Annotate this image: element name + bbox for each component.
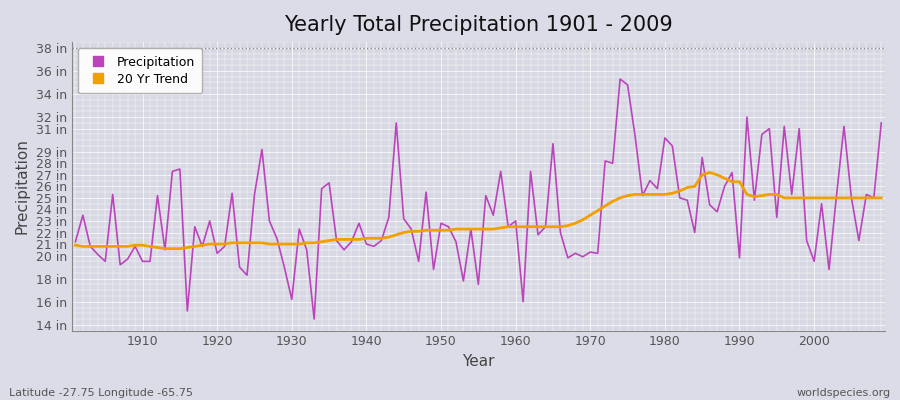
Legend: Precipitation, 20 Yr Trend: Precipitation, 20 Yr Trend (78, 48, 202, 93)
X-axis label: Year: Year (462, 354, 495, 369)
Y-axis label: Precipitation: Precipitation (15, 138, 30, 234)
Text: Latitude -27.75 Longitude -65.75: Latitude -27.75 Longitude -65.75 (9, 388, 193, 398)
Text: worldspecies.org: worldspecies.org (796, 388, 891, 398)
Title: Yearly Total Precipitation 1901 - 2009: Yearly Total Precipitation 1901 - 2009 (284, 15, 672, 35)
